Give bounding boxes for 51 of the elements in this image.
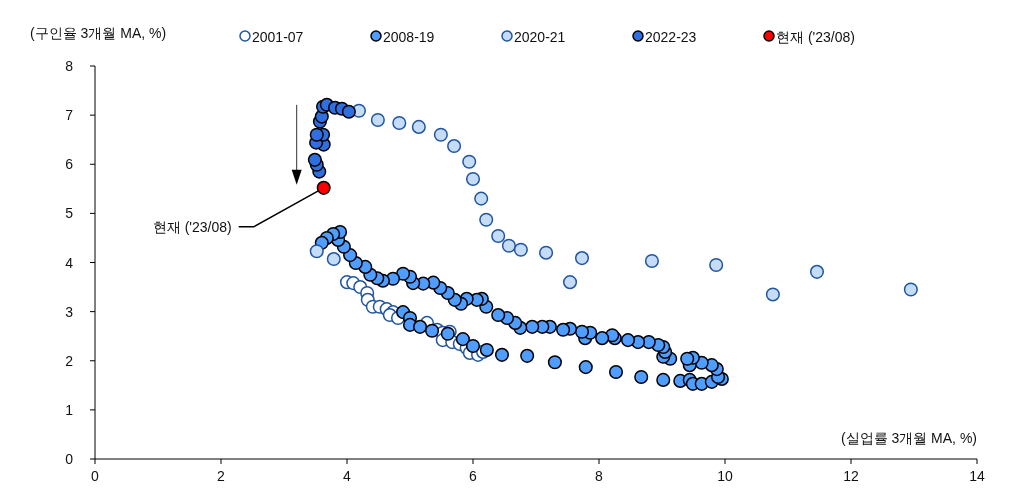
y-tick-label: 1 (65, 401, 74, 418)
x-tick-label: 14 (969, 468, 985, 484)
x-tick-label: 6 (469, 468, 478, 484)
y-tick-label: 0 (65, 451, 74, 467)
point (307, 152, 322, 167)
x-tick-label: 8 (595, 468, 604, 484)
legend-label: 현재 ('23/08) (776, 29, 855, 45)
point (474, 191, 489, 206)
point (501, 238, 516, 253)
legend-label: 2022-23 (645, 29, 697, 45)
point (513, 242, 528, 257)
point (462, 154, 477, 169)
annotation: 현재 ('23/08) (152, 187, 325, 235)
annotation: 현재 ('23/08) (152, 218, 232, 235)
point (326, 252, 341, 267)
point (411, 119, 426, 134)
point (562, 275, 578, 290)
point (809, 264, 825, 279)
point (644, 253, 659, 269)
y-tick-label: 4 (65, 254, 74, 271)
x-tick-label: 2 (217, 468, 226, 484)
point (309, 127, 324, 142)
point (392, 115, 407, 131)
legend-label: 2001-07 (252, 29, 304, 45)
point (903, 282, 918, 297)
xlabel: (실업률 3개월 MA, %) (840, 430, 977, 446)
point (479, 212, 494, 227)
x-tick-label: 0 (91, 468, 100, 484)
point (370, 112, 385, 128)
y-tick-label: 7 (65, 107, 74, 124)
point (447, 139, 462, 154)
x-tick-label: 10 (717, 468, 733, 484)
x-tick-label: 12 (843, 468, 859, 484)
y-tick-label: 5 (65, 205, 74, 222)
point (574, 251, 590, 266)
legend-label: 2008-19 (383, 29, 435, 45)
point (309, 244, 324, 259)
point (433, 127, 448, 142)
ylabel: (구인율 3개월 MA, %) (30, 25, 167, 41)
point (341, 104, 356, 119)
point (765, 287, 780, 302)
point (491, 228, 506, 244)
legend-label: 2020-21 (514, 29, 566, 45)
y-tick-label: 2 (65, 352, 74, 369)
x-tick-label: 4 (343, 468, 352, 484)
point (709, 257, 724, 273)
point (539, 245, 554, 260)
y-tick-label: 3 (65, 303, 74, 320)
y-tick-label: 6 (65, 156, 74, 173)
point (465, 171, 481, 187)
y-tick-label: 8 (65, 58, 74, 74)
